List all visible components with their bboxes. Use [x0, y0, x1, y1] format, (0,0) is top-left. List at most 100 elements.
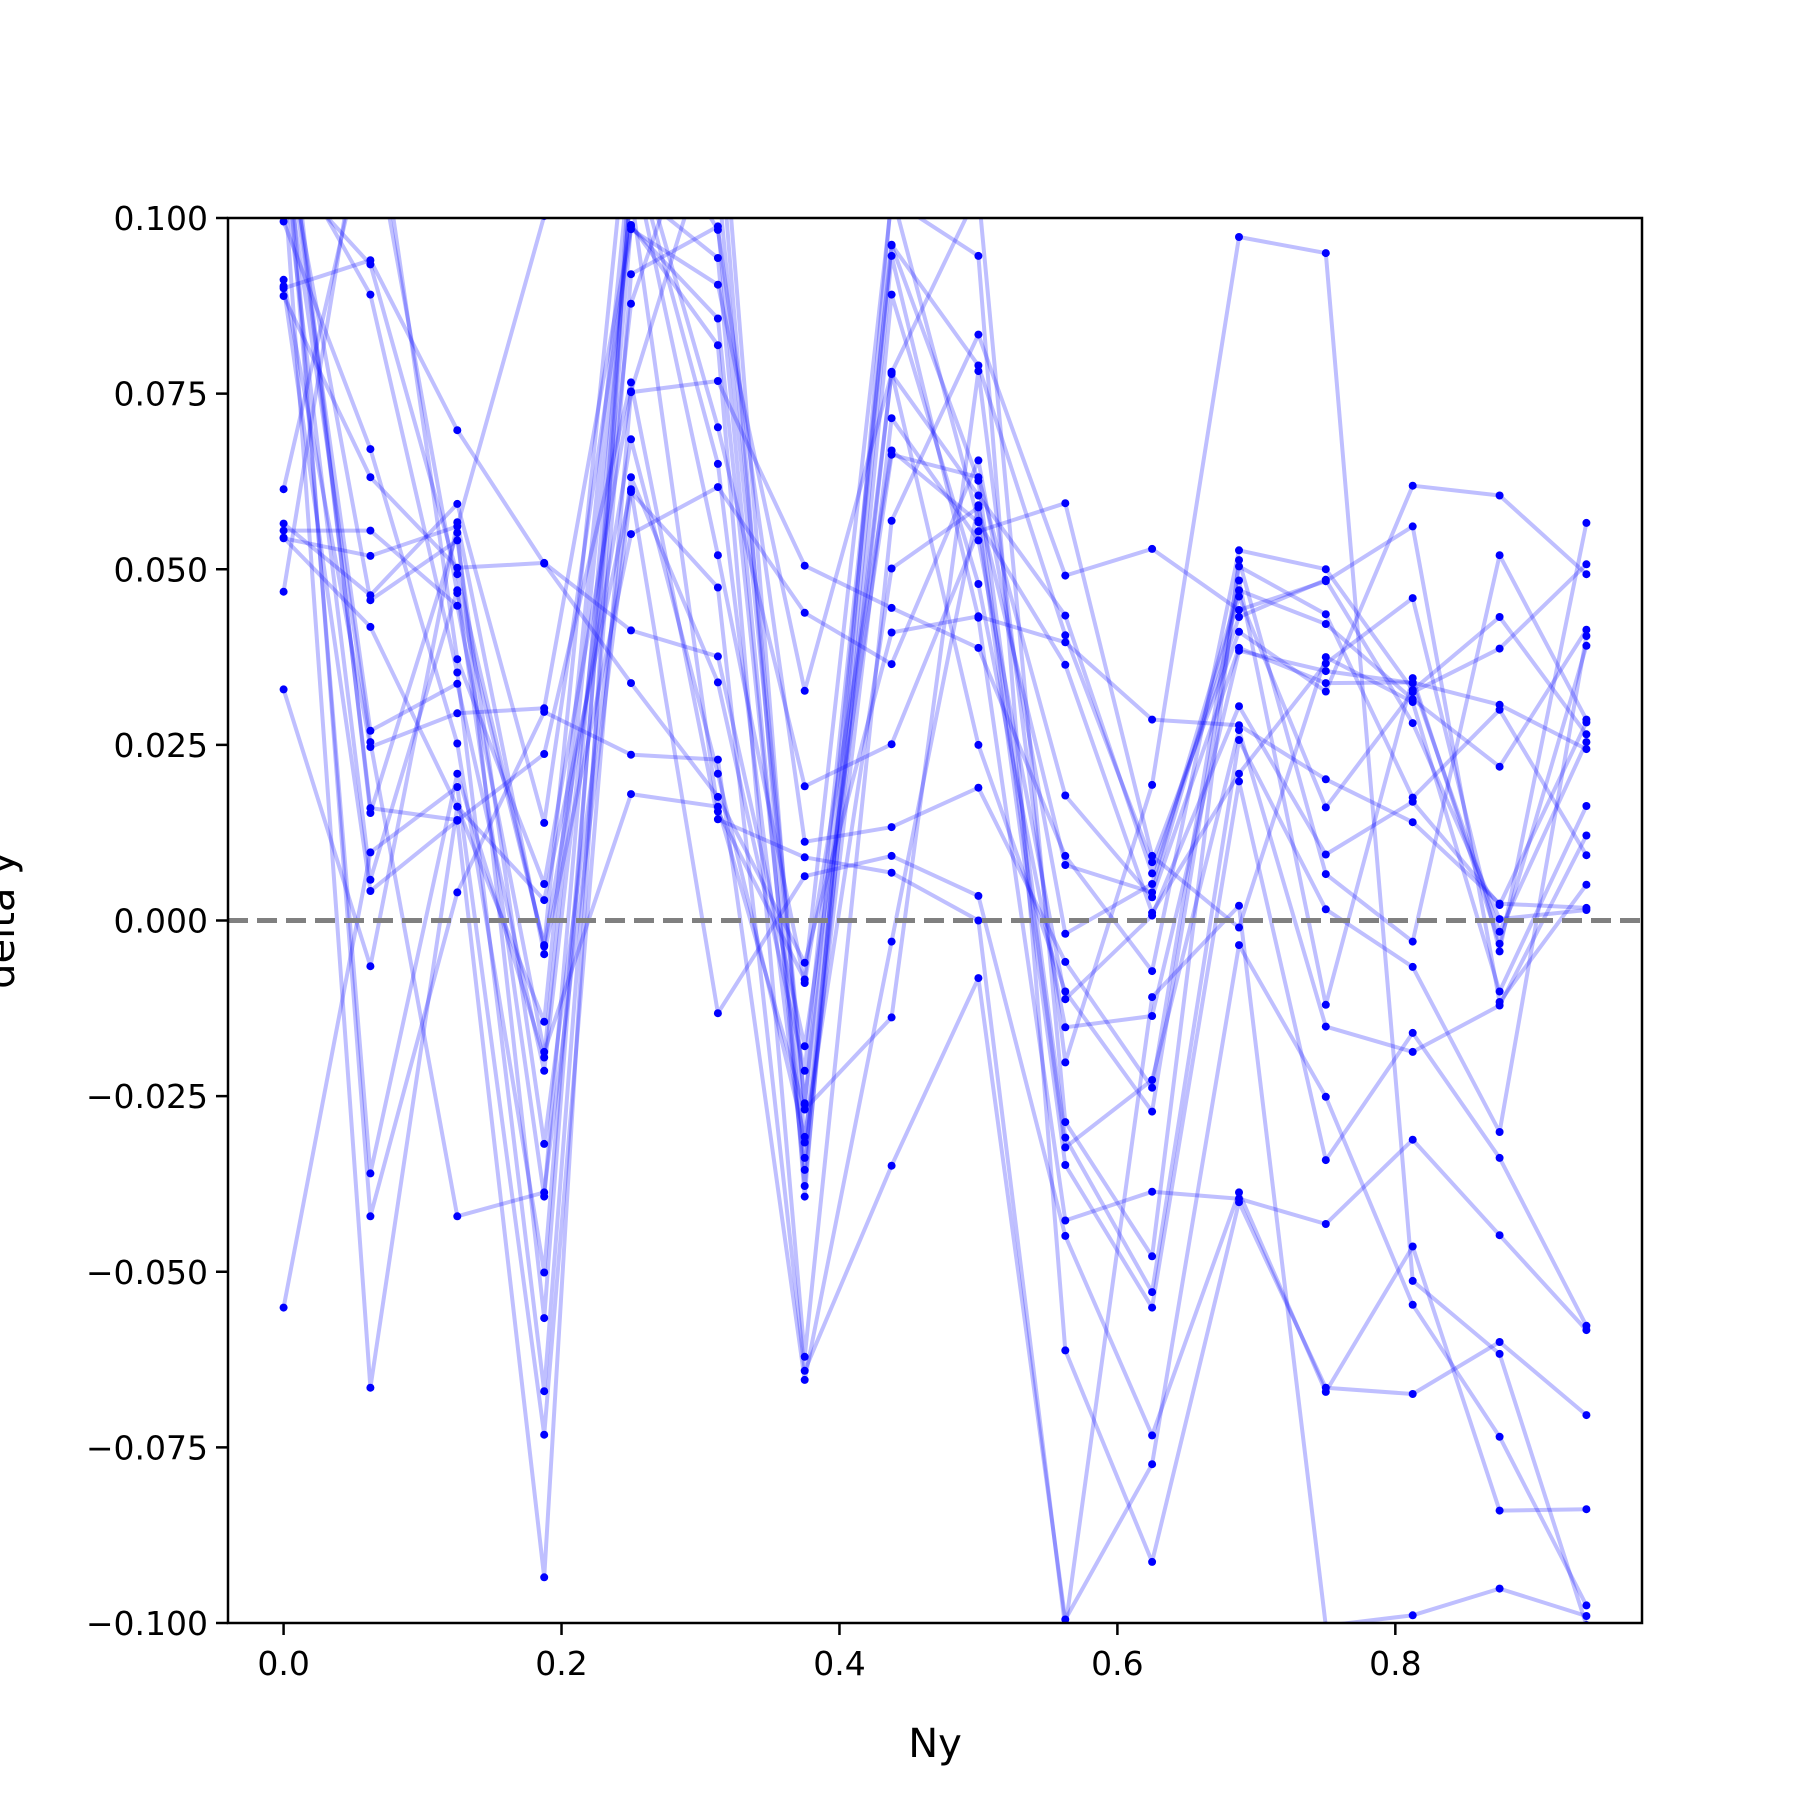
data-point	[1582, 880, 1591, 889]
data-point	[1061, 1143, 1070, 1152]
data-point	[1582, 570, 1591, 579]
y-tick-label: −0.075	[86, 1428, 208, 1467]
data-point	[453, 601, 462, 610]
data-point	[1582, 518, 1591, 527]
data-point	[366, 260, 375, 269]
data-point	[1582, 1411, 1591, 1420]
data-point	[1235, 586, 1243, 595]
data-point	[1235, 233, 1243, 241]
data-point	[627, 378, 635, 387]
x-tick-label: 0.4	[813, 1644, 865, 1683]
data-point	[1235, 556, 1243, 565]
data-point	[280, 108, 288, 116]
data-point	[1148, 1460, 1157, 1469]
data-point	[1148, 1252, 1157, 1261]
data-point	[713, 1009, 722, 1018]
data-point	[1321, 1156, 1330, 1165]
data-point	[540, 558, 549, 567]
data-point	[1495, 1338, 1504, 1346]
data-point	[974, 251, 983, 260]
data-point	[366, 804, 375, 813]
data-point	[714, 106, 722, 114]
data-point	[627, 147, 635, 155]
data-point	[366, 551, 375, 560]
data-point	[1408, 1390, 1417, 1398]
y-tick-label: 0.100	[114, 199, 208, 238]
data-point	[1148, 908, 1157, 917]
data-point	[1495, 1001, 1504, 1010]
data-point	[1061, 660, 1070, 669]
data-point	[280, 52, 288, 60]
data-point	[1582, 1326, 1591, 1335]
data-point	[1321, 687, 1330, 696]
data-point	[1061, 611, 1070, 620]
data-point	[366, 622, 375, 631]
data-point	[453, 668, 462, 677]
data-point	[1235, 576, 1243, 585]
data-point	[1061, 987, 1070, 996]
series-line-15	[324, 218, 1589, 1394]
data-point	[1495, 644, 1504, 653]
x-tick-label: 0.0	[257, 1644, 309, 1683]
series-line-2	[281, 218, 1589, 1090]
data-point	[1582, 831, 1591, 840]
data-point	[540, 1053, 549, 1062]
data-point	[1061, 1133, 1070, 1142]
data-point	[1408, 594, 1417, 603]
data-point	[627, 81, 635, 89]
data-point	[1408, 962, 1417, 971]
data-point	[800, 561, 809, 570]
data-point	[1408, 1135, 1417, 1144]
data-point	[280, 70, 288, 78]
data-point	[1061, 1346, 1070, 1355]
data-point	[1235, 769, 1243, 778]
data-point	[800, 1352, 809, 1361]
data-point	[713, 802, 722, 811]
data-point	[713, 483, 722, 492]
data-point	[974, 580, 983, 588]
data-point	[974, 536, 983, 545]
data-point	[887, 414, 896, 423]
y-tick-label: 0.050	[114, 550, 208, 589]
data-point	[974, 456, 983, 465]
data-point	[627, 138, 635, 146]
data-point	[974, 516, 983, 525]
data-point	[627, 185, 635, 193]
data-point	[453, 769, 462, 778]
series-line-16	[292, 218, 1589, 1382]
series-line-20	[284, 218, 1587, 1513]
data-point	[800, 782, 809, 791]
data-point	[1408, 1028, 1417, 1037]
data-point	[713, 678, 722, 687]
data-point	[627, 790, 635, 799]
data-point	[1148, 858, 1157, 867]
data-point	[974, 783, 983, 792]
data-point	[540, 896, 549, 905]
data-point	[1321, 1387, 1330, 1396]
data-point	[453, 709, 462, 718]
data-point	[453, 518, 462, 527]
data-point	[1321, 620, 1330, 628]
data-point	[974, 613, 983, 622]
data-point	[1495, 1128, 1504, 1136]
data-point	[1495, 491, 1504, 500]
data-point	[540, 1573, 549, 1582]
data-point	[1408, 522, 1417, 531]
data-point	[1321, 803, 1330, 812]
data-point	[1061, 995, 1070, 1004]
data-point	[1321, 775, 1330, 784]
data-point	[1495, 1231, 1504, 1240]
x-tick-label: 0.8	[1369, 1644, 1421, 1683]
series-line-21	[292, 218, 1589, 1622]
data-point	[1061, 861, 1070, 869]
data-point	[453, 499, 462, 508]
data-point	[366, 738, 375, 747]
data-point	[366, 473, 375, 482]
data-point	[887, 603, 896, 612]
data-point	[1148, 851, 1157, 860]
data-point	[888, 196, 896, 204]
data-point	[1321, 577, 1330, 586]
data-point	[1148, 888, 1157, 897]
data-point	[366, 596, 375, 605]
data-point	[627, 750, 635, 759]
